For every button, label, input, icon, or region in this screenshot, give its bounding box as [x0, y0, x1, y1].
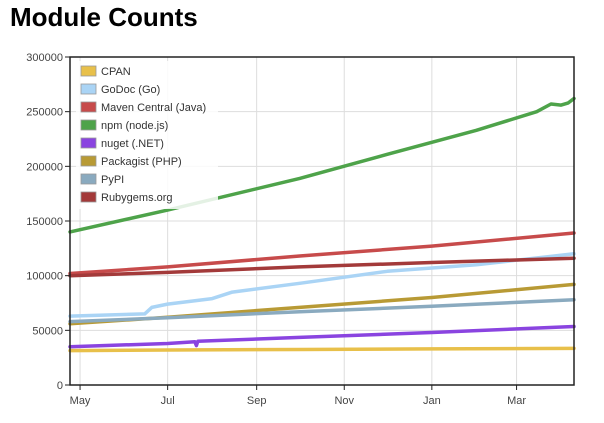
x-axis: May Jul Sep Nov Jan Mar	[70, 385, 526, 407]
series-line-7	[68, 256, 576, 278]
legend-swatch	[80, 155, 97, 167]
x-tick-label: Jan	[423, 395, 441, 407]
series-line-0	[68, 346, 576, 353]
legend-label: PyPI	[101, 174, 124, 186]
series-line-2	[68, 231, 576, 276]
legend-label: GoDoc (Go)	[101, 84, 160, 96]
y-tick-label: 100000	[26, 271, 63, 283]
y-tick-label: 50000	[32, 325, 63, 337]
legend-label: Rubygems.org	[101, 192, 173, 204]
page-title: Module Counts	[10, 2, 198, 32]
legend-label: CPAN	[101, 66, 131, 78]
y-tick-label: 0	[57, 380, 63, 392]
y-tick-label: 200000	[26, 161, 63, 173]
legend-swatch	[80, 137, 97, 149]
y-tick-label: 300000	[26, 52, 63, 64]
legend-swatch	[80, 191, 97, 203]
legend: CPAN GoDoc (Go) Maven Central (Java) npm (n…	[76, 61, 218, 209]
legend-label: Packagist (PHP)	[101, 156, 182, 168]
series-line-3	[68, 96, 576, 234]
y-tick-label: 250000	[26, 107, 63, 119]
series-lines	[68, 96, 576, 353]
legend-label: npm (node.js)	[101, 120, 168, 132]
legend-background	[76, 61, 218, 209]
legend-swatch	[80, 173, 97, 185]
legend-swatch	[80, 101, 97, 113]
x-tick-label: May	[70, 395, 91, 407]
y-axis: 0 50000 100000 150000 200000 250000 300000	[26, 52, 70, 392]
legend-swatch	[80, 65, 97, 77]
series-line-6	[68, 297, 576, 324]
x-tick-label: Mar	[507, 395, 526, 407]
legend-swatch	[80, 119, 97, 131]
x-tick-label: Nov	[334, 395, 354, 407]
legend-label: nuget (.NET)	[101, 138, 164, 150]
x-tick-label: Jul	[161, 395, 175, 407]
legend-swatch	[80, 83, 97, 95]
series-line-4	[68, 324, 576, 349]
y-tick-label: 150000	[26, 216, 63, 228]
legend-label: Maven Central (Java)	[101, 102, 206, 114]
x-tick-label: Sep	[247, 395, 267, 407]
series-line-1	[68, 252, 576, 318]
